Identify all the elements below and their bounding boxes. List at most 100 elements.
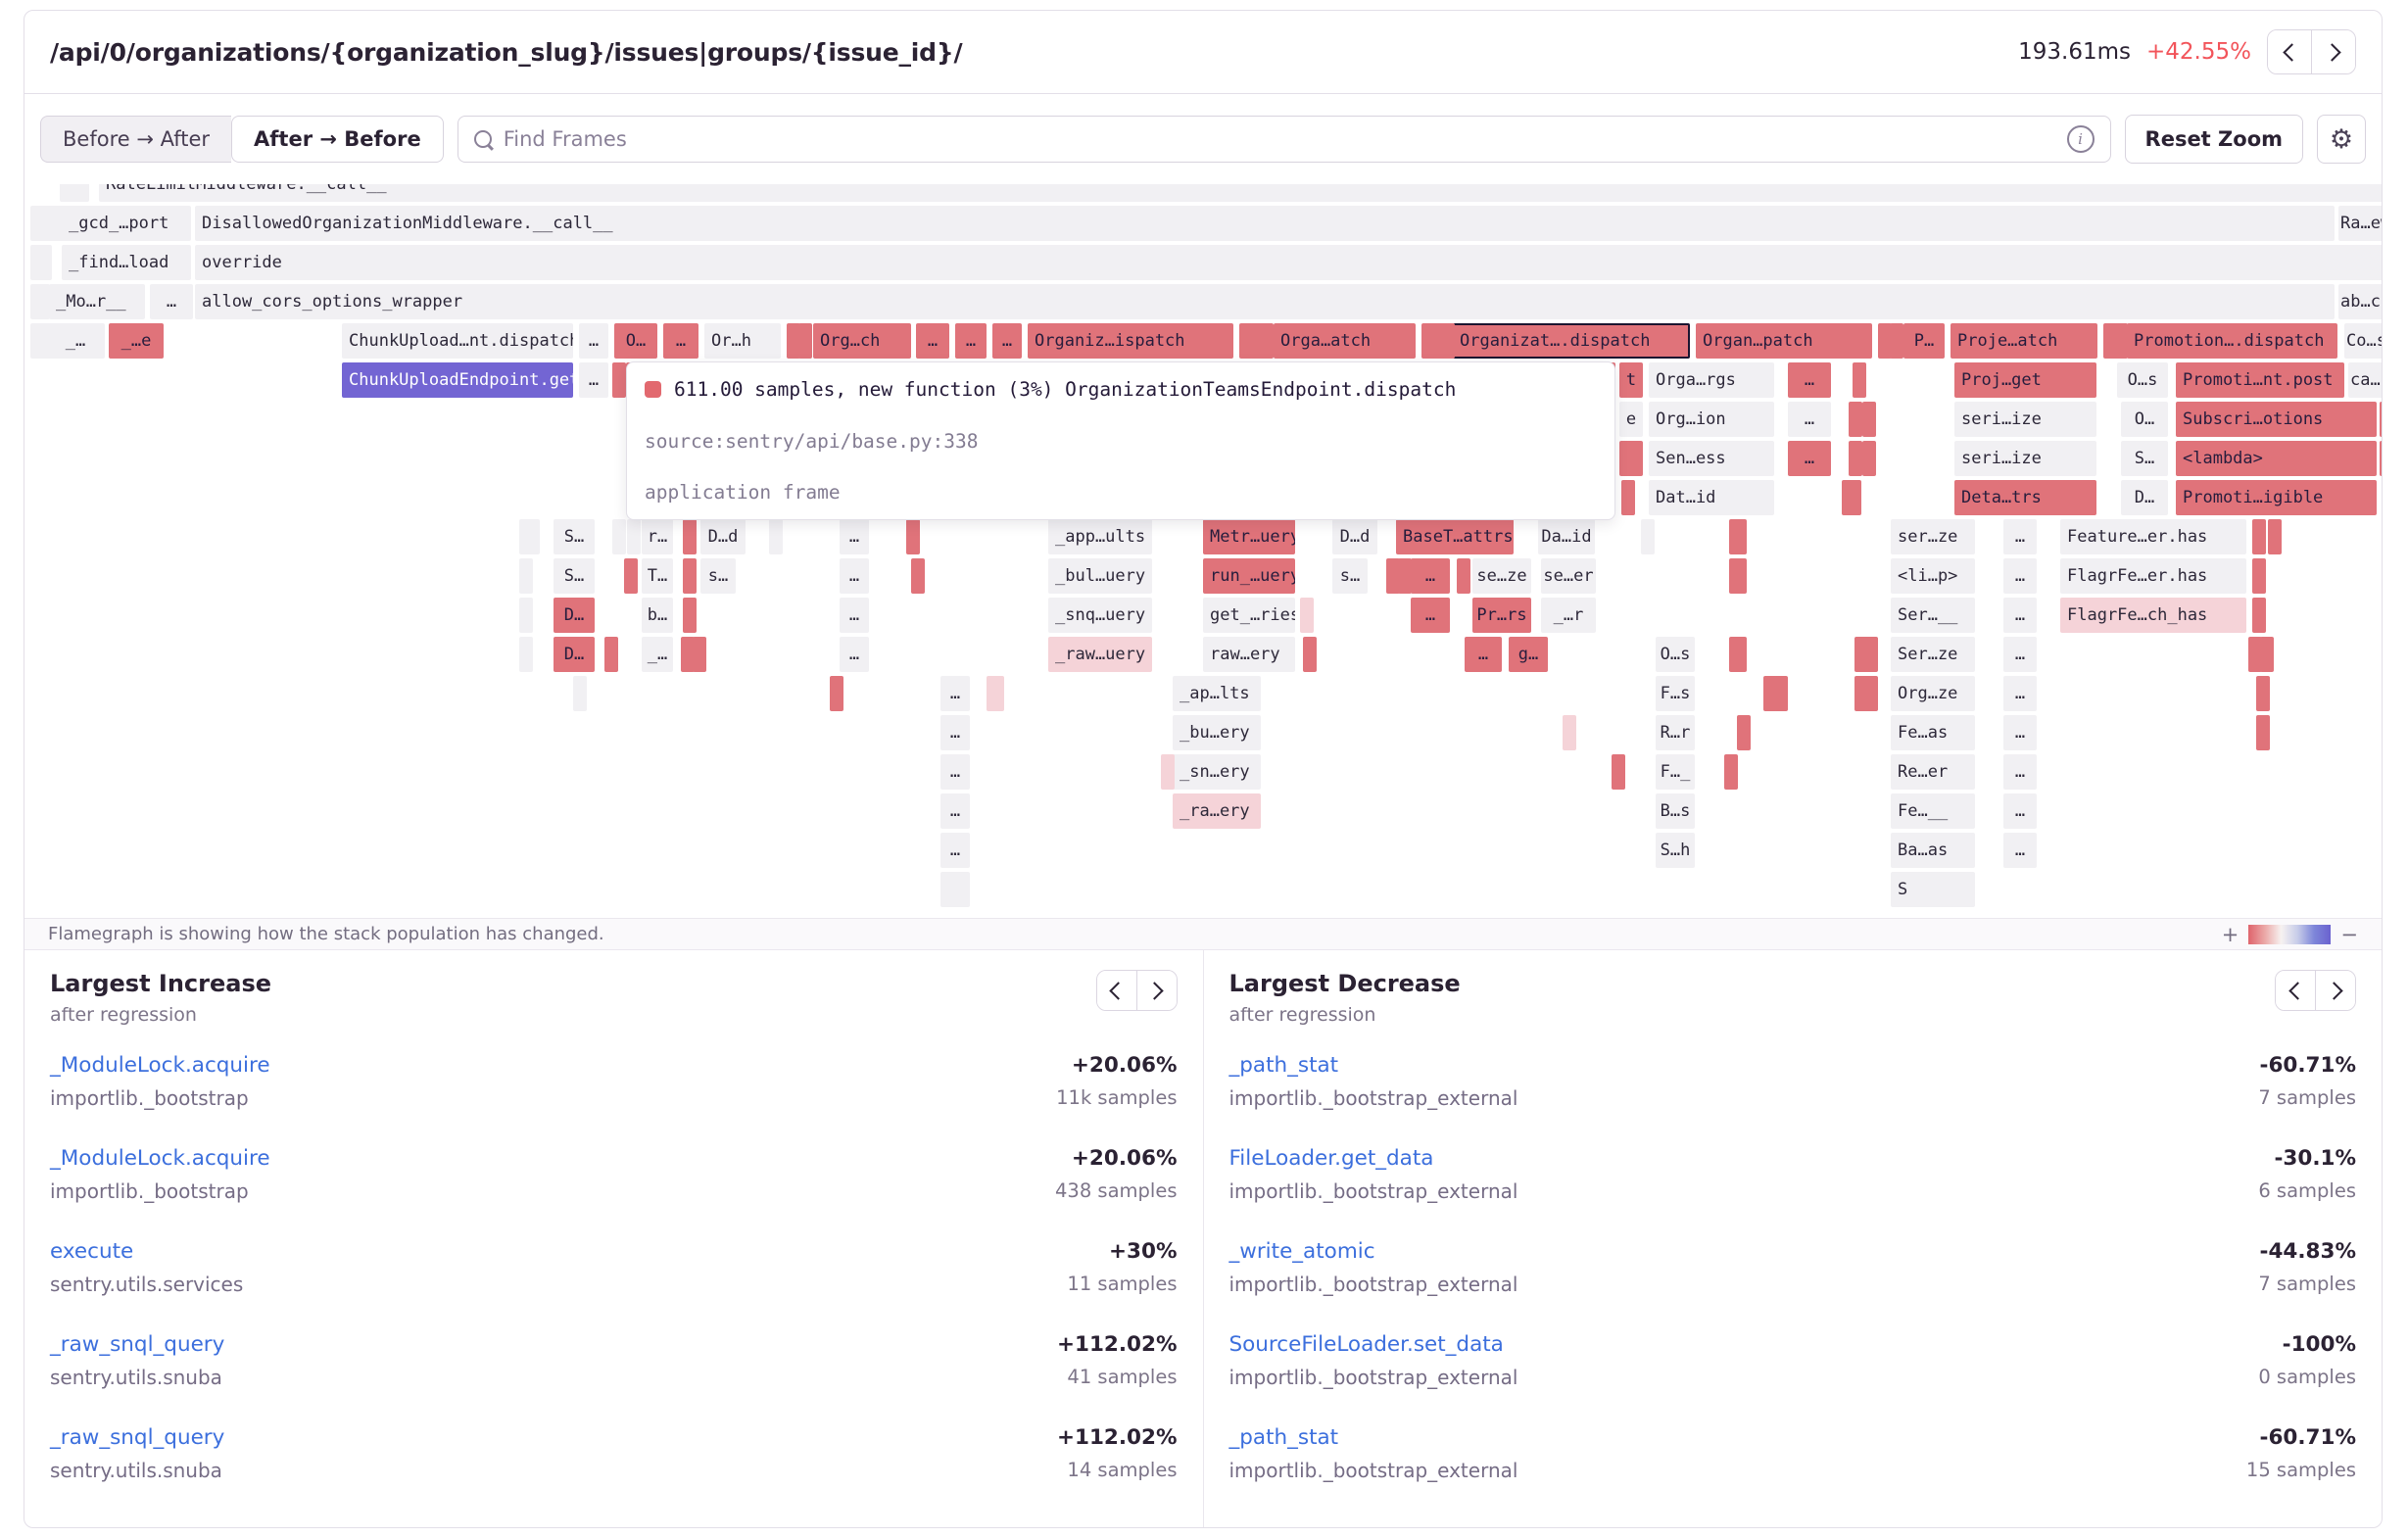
flame-frame[interactable]: B…s <box>1656 793 1695 829</box>
flame-frame[interactable]: _ra…ery <box>1173 793 1261 829</box>
flame-frame[interactable] <box>2248 637 2262 672</box>
flame-frame[interactable]: _snq…uery <box>1048 598 1152 633</box>
flame-frame[interactable] <box>519 637 533 672</box>
flame-frame[interactable] <box>2256 715 2270 750</box>
flame-frame[interactable]: raw…ery <box>1203 637 1295 672</box>
flame-frame[interactable]: ab…ck <box>2338 284 2382 319</box>
flame-frame[interactable] <box>519 598 533 633</box>
flame-frame[interactable] <box>683 519 697 554</box>
flame-frame[interactable]: Pr…rs <box>1472 598 1531 633</box>
flame-frame[interactable] <box>1239 323 1253 359</box>
prev-button[interactable] <box>2268 30 2311 73</box>
flame-frame[interactable]: se…er <box>1541 558 1596 594</box>
flame-frame[interactable] <box>519 558 533 594</box>
flame-frame[interactable]: RateLimitMiddleware.__call__ <box>99 184 2382 202</box>
flame-frame[interactable]: get_…ries <box>1203 598 1295 633</box>
flame-frame[interactable] <box>693 637 706 672</box>
flame-frame[interactable]: Fe…__ <box>1891 793 1975 829</box>
flame-frame[interactable] <box>1641 519 1655 554</box>
flame-frame[interactable]: ChunkUpload…nt.dispatch <box>342 323 573 359</box>
flame-frame[interactable] <box>624 558 638 594</box>
flame-frame[interactable]: Sen…ess <box>1649 441 1774 476</box>
flame-frame[interactable]: _Mo…r__ <box>49 284 145 319</box>
flame-frame[interactable] <box>798 323 812 359</box>
function-link[interactable]: _raw_snql_query <box>50 1425 225 1450</box>
flame-frame[interactable]: … <box>940 793 970 829</box>
flame-frame[interactable]: Ra…ew <box>2338 206 2382 241</box>
flame-frame[interactable]: P… <box>1903 323 1945 359</box>
increase-next-button[interactable] <box>1135 971 1177 1010</box>
flame-frame[interactable]: … <box>916 323 949 359</box>
flame-frame[interactable]: Promoti…igible <box>2176 480 2377 515</box>
flame-frame[interactable]: … <box>2003 598 2037 633</box>
flame-frame[interactable] <box>2252 519 2266 554</box>
flame-frame[interactable]: Proj…get <box>1954 362 2096 398</box>
flame-frame[interactable] <box>911 558 925 594</box>
flame-frame[interactable] <box>1303 637 1317 672</box>
flame-frame[interactable] <box>906 519 920 554</box>
flame-frame[interactable]: _bu…ery <box>1173 715 1261 750</box>
flame-frame[interactable]: e <box>1619 402 1643 437</box>
flame-frame[interactable] <box>1842 480 1861 515</box>
flame-frame[interactable]: s… <box>700 558 736 594</box>
flame-frame[interactable]: … <box>840 637 869 672</box>
flame-frame[interactable] <box>1421 323 1435 359</box>
flame-frame[interactable]: _… <box>46 323 105 359</box>
flame-frame[interactable] <box>1386 558 1400 594</box>
flame-frame[interactable]: O… <box>2121 402 2168 437</box>
flame-frame[interactable] <box>1853 362 1866 398</box>
flame-frame[interactable]: <lambda> <box>2176 441 2377 476</box>
flame-frame[interactable] <box>2103 323 2117 359</box>
flame-frame[interactable]: … <box>663 323 698 359</box>
flame-frame[interactable] <box>1737 715 1751 750</box>
reset-zoom-button[interactable]: Reset Zoom <box>2124 115 2303 164</box>
flame-frame[interactable]: O…s <box>1656 637 1695 672</box>
flame-frame[interactable]: D…d <box>1332 519 1377 554</box>
flamegraph[interactable]: S… Ba…as S…h…… Fe…__ B…s _ra…ery…… Re…er F…_ _sn… <box>24 184 2382 918</box>
flame-frame[interactable]: D… <box>2121 480 2168 515</box>
flame-frame[interactable]: Ser…ze <box>1891 637 1975 672</box>
flame-frame[interactable]: … <box>1411 598 1450 633</box>
flame-frame[interactable]: Metr…uery <box>1203 519 1295 554</box>
segment-before-after[interactable]: Before → After <box>40 116 232 163</box>
flame-frame[interactable] <box>1300 598 1314 633</box>
find-frames-input[interactable]: Find Frames i <box>457 116 2111 163</box>
flame-frame[interactable]: S <box>1891 872 1975 907</box>
flame-frame[interactable]: allow_cors_options_wrapper <box>195 284 2335 319</box>
flame-frame[interactable]: se…ze <box>1472 558 1531 594</box>
function-link[interactable]: SourceFileLoader.set_data <box>1228 1332 1504 1357</box>
flame-frame[interactable]: r… <box>642 519 673 554</box>
flame-frame[interactable]: <li…p> <box>1891 558 1975 594</box>
flame-frame[interactable] <box>1729 558 1747 594</box>
flame-frame[interactable] <box>1563 715 1576 750</box>
flame-frame[interactable]: Da…id <box>1538 519 1595 554</box>
flame-frame[interactable] <box>1774 676 1788 711</box>
flame-frame[interactable] <box>830 676 843 711</box>
flame-frame[interactable]: s… <box>1332 558 1368 594</box>
flame-frame[interactable]: … <box>2003 793 2037 829</box>
flame-frame[interactable] <box>2252 558 2266 594</box>
flame-frame[interactable] <box>2380 441 2382 476</box>
flame-frame[interactable] <box>1612 754 1625 790</box>
flame-frame[interactable]: F…_ <box>1656 754 1695 790</box>
flame-frame[interactable] <box>2380 402 2382 437</box>
flame-frame[interactable] <box>1161 754 1175 790</box>
flame-frame[interactable] <box>30 284 44 319</box>
segment-after-before[interactable]: After → Before <box>231 116 444 163</box>
flame-frame[interactable] <box>1890 323 1903 359</box>
function-link[interactable]: FileLoader.get_data <box>1228 1146 1434 1171</box>
flame-frame[interactable]: FlagrFe…er.has <box>2060 558 2246 594</box>
flame-frame[interactable]: _sn…ery <box>1173 754 1261 790</box>
flame-frame[interactable] <box>1724 754 1738 790</box>
flame-frame[interactable]: _… <box>642 637 673 672</box>
flame-frame[interactable] <box>1849 402 1862 437</box>
flame-frame[interactable]: ser…ze <box>1891 519 1975 554</box>
flame-frame[interactable]: Or…h <box>704 323 781 359</box>
flame-frame[interactable]: … <box>940 715 970 750</box>
flame-frame[interactable]: _bul…uery <box>1048 558 1152 594</box>
flame-frame[interactable] <box>30 245 44 280</box>
flame-frame[interactable] <box>2256 676 2270 711</box>
flame-frame[interactable]: Org…ze <box>1891 676 1975 711</box>
flame-frame[interactable] <box>30 323 44 359</box>
flame-frame[interactable] <box>769 519 783 554</box>
